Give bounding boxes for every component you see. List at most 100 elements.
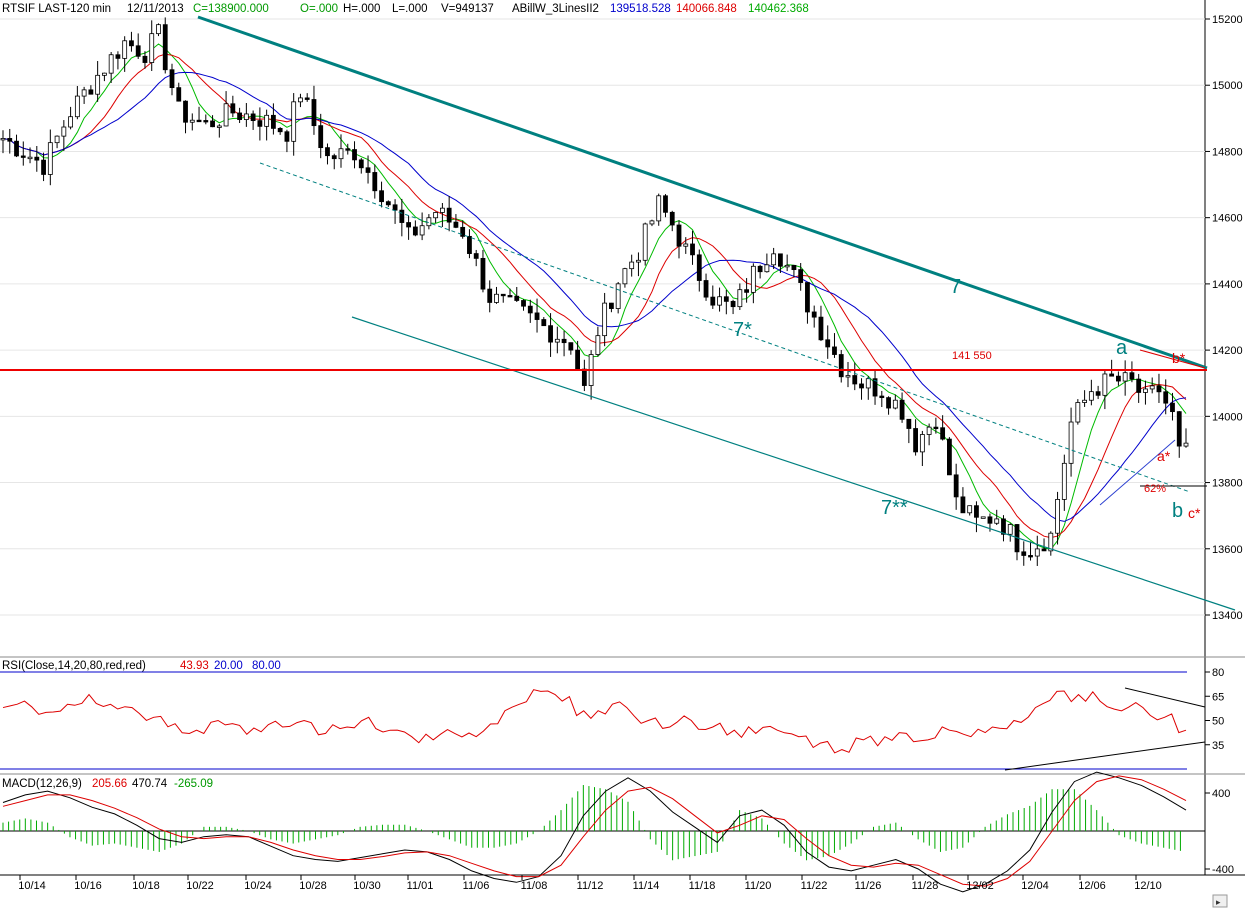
candle-body (20, 155, 26, 158)
candle-body (203, 120, 209, 123)
macd-line (2, 771, 1187, 893)
candle-body (379, 190, 384, 203)
candle-body (609, 302, 614, 309)
macd-header-hist: -265.09 (174, 778, 213, 790)
price-gridlines (0, 18, 1205, 616)
candle-body (433, 212, 439, 219)
candle-body (1156, 385, 1162, 393)
candle-body (947, 438, 952, 476)
rsi-header-high: 80.00 (252, 660, 281, 672)
candle-body (541, 319, 547, 327)
macd-tick-label: -400 (1212, 864, 1234, 876)
candle-body (47, 142, 53, 175)
moving-average-line-3 (2, 71, 1187, 522)
candle-body (331, 155, 337, 160)
time-tick-label: 10/24 (244, 880, 272, 892)
price-tick-label: 13800 (1212, 478, 1243, 490)
scroll-right-button[interactable] (1212, 894, 1228, 908)
candle-body (1021, 551, 1027, 556)
candle-body (365, 167, 371, 173)
candle-body (189, 119, 195, 123)
candle-body (385, 201, 391, 206)
candle-body (568, 342, 574, 351)
candle-body (494, 293, 499, 303)
time-tick-label: 10/16 (74, 880, 102, 892)
candle-body (284, 131, 290, 142)
candle-body (690, 243, 695, 256)
candle-body (1149, 385, 1155, 390)
candle-body (1055, 499, 1060, 534)
price-tick-label: 13600 (1212, 544, 1243, 556)
header-volume: V=949137 (441, 3, 494, 15)
candle-body (649, 220, 655, 225)
candle-body (656, 195, 662, 222)
candle-body (940, 427, 946, 440)
header-line-blue: 139518.528 (610, 3, 671, 15)
candle-body (162, 24, 168, 71)
candle-body (14, 140, 19, 157)
macd-header-signal: 470.74 (132, 778, 168, 790)
candle-body (527, 305, 533, 314)
candle-body (453, 221, 459, 228)
candle-body (135, 45, 141, 57)
price-tick-label: 14200 (1212, 345, 1243, 357)
header-symbol: RTSIF LAST-120 min (2, 3, 111, 15)
candle-body (122, 40, 128, 59)
header-high: H=.000 (343, 3, 380, 15)
candle-body (683, 243, 689, 247)
time-tick-label: 11/28 (912, 880, 939, 892)
candle-body (338, 148, 344, 160)
candle-body (257, 120, 263, 127)
candle-body (669, 211, 675, 226)
moving-average-line-2 (2, 53, 1187, 539)
time-tick-label: 10/28 (299, 880, 327, 892)
candle-body (34, 156, 40, 161)
candle-body (791, 264, 797, 271)
candle-body (1001, 518, 1006, 535)
candle-body (54, 135, 60, 144)
candle-body (325, 147, 330, 157)
price-tick-label: 14600 (1212, 213, 1243, 225)
candle-body (919, 434, 925, 453)
time-tick-label: 11/26 (855, 880, 882, 892)
candle-body (74, 95, 80, 118)
candle-body (805, 282, 810, 313)
wave-label-a: a (1116, 337, 1128, 359)
candle-body (81, 89, 87, 97)
macd-y-axis: 400 -400 (1205, 788, 1234, 876)
candle-body (784, 264, 790, 268)
candle-body (663, 195, 668, 213)
rsi-tick-label: 80 (1212, 667, 1224, 679)
candle-body (703, 280, 709, 298)
rsi-header-value: 43.93 (180, 660, 209, 672)
candle-body (1041, 548, 1047, 552)
candle-body (615, 283, 621, 309)
wave-a-star-line (1099, 439, 1176, 506)
candle-body (270, 114, 276, 129)
wave-label-7s: 7* (733, 319, 752, 341)
candle-body (460, 226, 466, 237)
time-tick-label: 10/30 (353, 880, 381, 892)
candle-body (311, 99, 317, 127)
candle-body (7, 138, 13, 142)
candle-body (602, 302, 608, 337)
header-line-green: 140462.368 (748, 3, 809, 15)
candle-body (129, 40, 134, 47)
candle-body (318, 125, 324, 149)
candle-body (554, 338, 560, 343)
candle-body (480, 257, 486, 290)
candle-body (575, 349, 580, 370)
candle-body (1095, 391, 1101, 396)
moving-average-line-1 (2, 43, 1187, 550)
candle-body (1170, 402, 1175, 413)
candle-body (1163, 391, 1169, 404)
candle-body (845, 375, 851, 378)
candle-body (176, 87, 182, 102)
candle-body (230, 103, 236, 114)
candle-body (419, 225, 425, 236)
candle-body (926, 426, 932, 435)
candle-body (913, 428, 918, 453)
wave-b-star-line (1139, 349, 1206, 369)
candle-body (1048, 532, 1054, 552)
